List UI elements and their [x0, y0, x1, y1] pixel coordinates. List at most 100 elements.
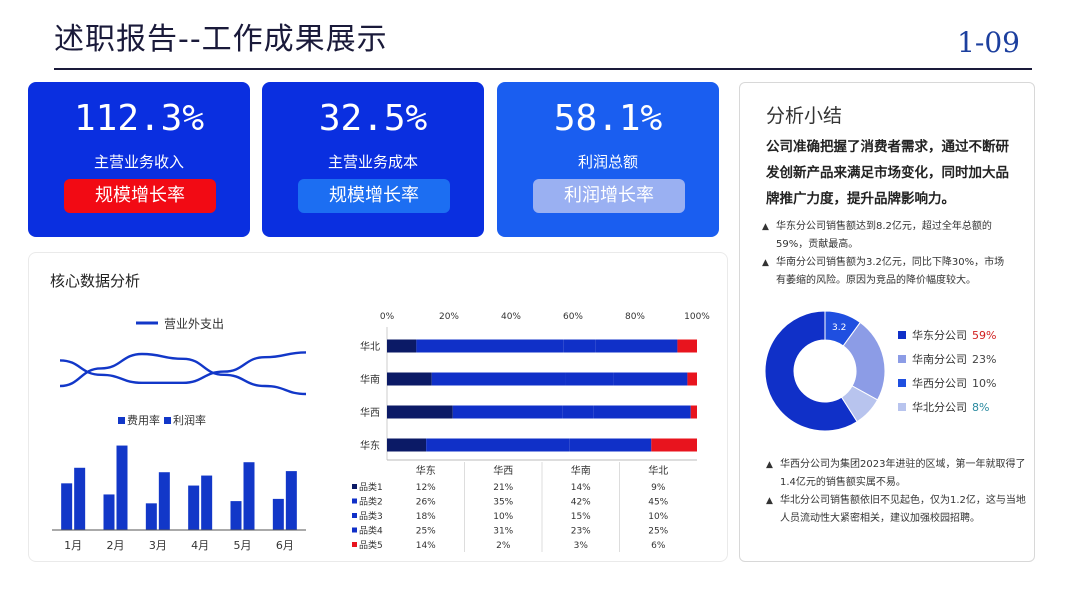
x-tick-label: 1月	[64, 539, 82, 552]
table-cell: 2%	[496, 541, 511, 551]
stacked-bar-segment	[651, 438, 697, 452]
summary-note-text: 华东分公司销售额达到8.2亿元，超过全年总额的59%，贡献最高。	[776, 221, 992, 250]
table-cell: 6%	[651, 541, 666, 551]
page-title: 述职报告--工作成果展示	[54, 22, 388, 57]
table-cell: 14%	[416, 541, 436, 551]
column-bar	[74, 467, 86, 530]
table-legend-swatch	[352, 498, 357, 504]
title-divider	[54, 68, 1032, 70]
x-tick-label: 0%	[380, 312, 395, 322]
stacked-bar-segment	[613, 372, 688, 386]
bar-legend-label: 利润率	[173, 413, 206, 427]
stacked-bar-segment	[426, 438, 511, 452]
donut-legend-swatch	[898, 403, 906, 411]
table-cell: 9%	[651, 483, 666, 493]
stacked-bar-segment	[562, 405, 594, 419]
summary-title: 分析小结	[766, 105, 843, 127]
column-bar	[230, 501, 242, 530]
line-legend-label: 营业外支出	[164, 317, 224, 331]
donut-legend-swatch	[898, 379, 906, 387]
kpi-growth-button[interactable]: 规模增长率	[298, 179, 450, 213]
summary-note: ▲ 华北分公司销售额依旧不见起色，仅为1.2亿，这与当地人员流动性大紧密相关，建…	[766, 492, 1030, 528]
stacked-bar-segment	[569, 438, 652, 452]
table-legend-swatch	[352, 484, 357, 489]
triangle-bullet-icon: ▲	[762, 258, 769, 268]
summary-note-text: 华西分公司为集团2023年进驻的区域，第一年就取得了1.4亿元的销售额实属不易。	[780, 459, 1026, 488]
bar-legend-swatch	[118, 417, 125, 424]
summary-note: ▲ 华西分公司为集团2023年进驻的区域，第一年就取得了1.4亿元的销售额实属不…	[766, 456, 1030, 492]
table-cell: 3%	[574, 541, 589, 551]
table-cell: 26%	[416, 498, 436, 508]
table-legend-swatch	[352, 527, 357, 533]
x-tick-label: 3月	[149, 539, 167, 552]
summary-note-text: 华南分公司销售额为3.2亿元，同比下降30%，市场有萎缩的风险。原因为竞品的降价…	[776, 257, 1005, 286]
table-legend-label: 品类4	[359, 525, 383, 537]
column-bar	[145, 503, 157, 530]
summary-lead: 公司准确把握了消费者需求，通过不断研发创新产品来满足市场变化，同时加大品牌推广力…	[766, 139, 1009, 207]
stacked-bar-segment	[452, 405, 563, 419]
y-tick-label: 华南	[360, 373, 380, 386]
x-tick-label: 4月	[191, 539, 209, 552]
triangle-bullet-icon: ▲	[762, 222, 769, 232]
stacked-bar-segment	[565, 372, 614, 386]
x-tick-label: 80%	[625, 312, 645, 322]
stacked-bar-segment	[511, 438, 570, 452]
column-bar	[116, 445, 128, 530]
table-cell: 21%	[493, 483, 513, 493]
kpi-growth-button[interactable]: 规模增长率	[64, 179, 216, 213]
kpi-label: 主营业务收入	[93, 153, 184, 171]
table-cell: 14%	[571, 483, 591, 493]
stacked-bar-segment	[595, 339, 678, 353]
kpi-growth-button[interactable]: 利润增长率	[533, 179, 685, 213]
table-cell: 25%	[648, 527, 668, 537]
table-cell: 12%	[416, 483, 436, 493]
page-number: 1-09	[957, 26, 1020, 59]
donut-legend-value: 23%	[972, 353, 996, 366]
x-tick-label: 20%	[439, 312, 459, 322]
stacked-bar-segment	[677, 339, 697, 353]
table-cell: 23%	[571, 527, 591, 537]
column-bar	[285, 471, 297, 530]
kpi-value: 58.1%	[553, 98, 663, 139]
summary-note-text: 华北分公司销售额依旧不见起色，仅为1.2亿，这与当地人员流动性大紧密相关，建议加…	[780, 495, 1026, 524]
kpi-card-profit: 58.1% 利润总额 利润增长率	[497, 82, 719, 237]
core-data-title: 核心数据分析	[50, 272, 141, 290]
donut-legend-swatch	[898, 331, 906, 339]
donut-slice	[764, 310, 858, 432]
x-tick-label: 6月	[276, 539, 294, 552]
stacked-bar-segment	[431, 372, 566, 386]
table-cell: 31%	[493, 527, 513, 537]
column-bar	[243, 462, 255, 530]
stacked-bar-segment	[690, 405, 697, 419]
table-legend-label: 品类3	[359, 510, 383, 522]
stacked-bar-segment	[387, 438, 427, 452]
column-bar	[272, 498, 284, 530]
table-header: 华南	[571, 464, 591, 477]
table-cell: 45%	[648, 498, 668, 508]
table-legend-label: 品类5	[359, 539, 383, 551]
table-header: 华东	[416, 464, 436, 477]
kpi-card-revenue: 112.3% 主营业务收入 规模增长率	[28, 82, 250, 237]
summary-note: ▲ 华东分公司销售额达到8.2亿元，超过全年总额的59%，贡献最高。	[762, 218, 1010, 254]
donut-legend-value: 8%	[972, 401, 989, 414]
table-cell: 18%	[416, 512, 436, 522]
donut-legend-label: 华西分公司	[912, 376, 967, 390]
line-series-1	[59, 352, 307, 396]
bar-legend-label: 费用率	[127, 413, 160, 427]
stacked-bar-segment	[387, 339, 417, 353]
x-tick-label: 40%	[501, 312, 521, 322]
stacked-bar-segment	[416, 339, 564, 353]
line-series-2	[59, 351, 307, 385]
table-legend-swatch	[352, 542, 357, 547]
kpi-value: 32.5%	[318, 98, 428, 139]
kpi-label: 利润总额	[577, 153, 638, 171]
column-bar	[188, 485, 200, 530]
donut-legend-value: 59%	[972, 329, 996, 342]
column-bar	[201, 475, 213, 530]
donut-legend-label: 华北分公司	[912, 400, 967, 414]
x-tick-label: 5月	[234, 539, 252, 552]
table-cell: 15%	[571, 512, 591, 522]
summary-note: ▲ 华南分公司销售额为3.2亿元，同比下降30%，市场有萎缩的风险。原因为竞品的…	[762, 254, 1010, 290]
stacked-bar-segment	[387, 405, 453, 419]
table-header: 华北	[648, 464, 668, 477]
